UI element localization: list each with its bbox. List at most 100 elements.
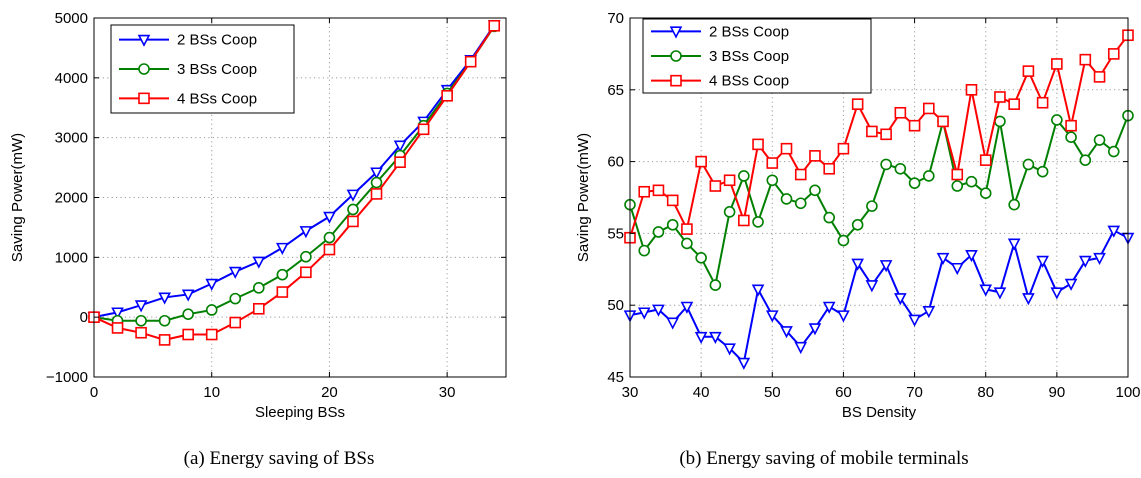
data-point	[300, 250, 312, 263]
data-point	[637, 307, 651, 320]
x-tick-label: 100	[1115, 384, 1140, 401]
data-point	[111, 322, 124, 334]
data-point	[158, 334, 171, 346]
x-tick-label: 30	[439, 384, 456, 401]
data-point	[709, 180, 722, 192]
data-point	[158, 314, 171, 327]
y-tick-label: 3000	[55, 130, 88, 147]
data-point	[908, 314, 921, 327]
y-tick-label: 45	[607, 369, 624, 386]
legend-label: 2 BSs Coop	[709, 23, 789, 40]
y-axis-label: Saving Power(mW)	[575, 133, 592, 262]
data-point	[1036, 96, 1049, 109]
data-point	[228, 266, 242, 279]
data-point	[794, 197, 807, 210]
caption-b: (b) Energy saving of mobile terminals	[679, 448, 968, 469]
data-point	[323, 211, 336, 224]
data-point	[1107, 48, 1120, 60]
gridlines	[94, 18, 506, 377]
data-point	[1079, 154, 1092, 166]
data-point	[1008, 198, 1020, 211]
data-point	[922, 102, 935, 115]
data-point	[158, 292, 171, 305]
data-point	[681, 223, 693, 235]
data-point	[666, 218, 679, 231]
data-point	[681, 237, 693, 250]
data-point	[723, 206, 736, 218]
data-point	[809, 184, 821, 197]
data-point	[709, 331, 722, 345]
data-point	[1022, 293, 1035, 306]
series-line	[629, 229, 1129, 365]
legend-label: 4 BSs Coop	[177, 90, 257, 107]
data-point	[229, 292, 242, 305]
legend-marker	[137, 34, 151, 47]
caption-a: (a) Energy saving of BSs	[184, 448, 375, 469]
data-point	[394, 156, 406, 168]
data-point	[276, 268, 289, 281]
data-point	[1093, 71, 1106, 83]
data-point	[488, 19, 501, 32]
y-tick-label: 4000	[55, 70, 88, 87]
x-tick-label: 50	[764, 384, 781, 401]
data-point	[1022, 65, 1035, 77]
data-point	[765, 310, 779, 323]
data-point	[752, 138, 764, 151]
y-axis-label: Saving Power(mW)	[9, 133, 26, 262]
data-point	[823, 162, 836, 175]
data-point	[922, 170, 935, 182]
data-point	[780, 193, 793, 205]
data-point	[135, 314, 147, 327]
data-point	[880, 128, 892, 141]
y-tick-label: −1000	[46, 369, 88, 386]
data-point	[393, 140, 407, 153]
data-point	[979, 284, 993, 297]
data-point	[823, 211, 836, 224]
y-tick-label: 5000	[55, 10, 88, 27]
chart-energy-saving-terminals: 30 40 50 60 70 80 90 100 45 50 55 60 65 70 BS Density S…	[575, 10, 1141, 421]
data-point	[837, 142, 850, 155]
plot-frame	[629, 17, 1129, 378]
data-point	[752, 216, 764, 228]
data-point	[134, 300, 148, 313]
data-point	[965, 175, 978, 188]
data-point	[794, 168, 807, 181]
x-tick-label: 40	[693, 384, 710, 401]
chart-energy-saving-bs: 0 10 20 30−1000010002000300040005000Sleepin…	[9, 10, 507, 421]
data-point	[794, 341, 808, 355]
x-tick-label: 80	[977, 384, 994, 401]
data-point	[922, 306, 936, 319]
y-tick-label: 1000	[55, 249, 88, 266]
data-point	[695, 155, 707, 168]
data-point	[441, 89, 453, 102]
data-point	[950, 262, 964, 276]
data-point	[780, 326, 793, 339]
legend-entry-4-bss-coop: 4 BSs Coop	[119, 90, 257, 107]
data-point	[866, 200, 878, 212]
data-point	[417, 123, 430, 136]
x-tick-label: 30	[622, 384, 639, 401]
data-point	[951, 168, 964, 181]
data-point	[370, 167, 383, 180]
legend-marker	[670, 50, 682, 62]
data-point	[1051, 114, 1063, 126]
data-point	[837, 310, 850, 323]
data-point	[252, 282, 265, 294]
data-point	[652, 304, 665, 317]
legend-entry-2-bss-coop: 2 BSs Coop	[119, 32, 257, 49]
data-point	[229, 316, 242, 329]
data-point	[738, 214, 750, 227]
y-tick-label: 2000	[55, 190, 88, 207]
legend: 2 BSs Coop 3 BSs Coop 4 BSs Coop	[642, 18, 872, 94]
legend-label: 4 BSs Coop	[709, 73, 789, 90]
data-point	[1093, 252, 1106, 266]
data-point	[993, 287, 1007, 300]
legend-entry-3-bss-coop: 3 BSs Coop	[119, 61, 257, 78]
data-point	[709, 279, 722, 291]
legend-marker	[138, 63, 150, 75]
legend: 2 BSs Coop 3 BSs Coop 4 BSs Coop	[110, 24, 295, 114]
data-point	[951, 180, 964, 192]
legend-marker	[669, 26, 683, 39]
data-point	[865, 280, 879, 293]
